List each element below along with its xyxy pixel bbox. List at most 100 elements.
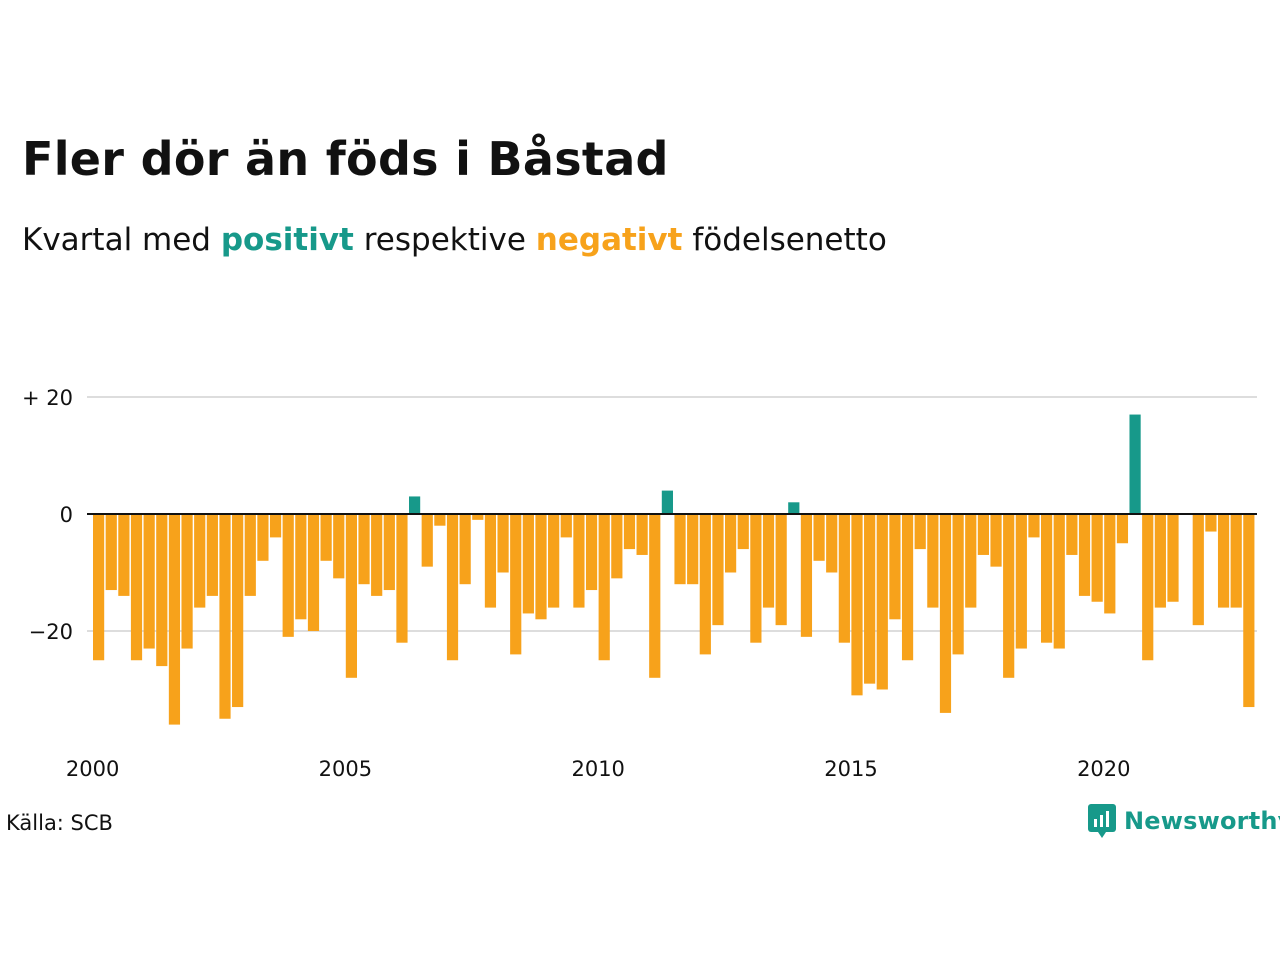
bar-negative [813, 514, 825, 561]
bar-negative [1243, 514, 1255, 708]
bar-negative [611, 514, 623, 579]
bar-negative [118, 514, 130, 596]
bar-negative [1167, 514, 1179, 602]
bar-negative [560, 514, 572, 538]
bar-negative [1053, 514, 1065, 649]
bar-negative [585, 514, 598, 591]
bar-negative [484, 514, 497, 608]
subtitle-text-middle: respektive [353, 222, 536, 258]
chart-title: Fler dör än föds i Båstad [22, 132, 669, 186]
bar-negative [383, 514, 395, 591]
subtitle-positive-word: positivt [220, 222, 354, 258]
bar-negative [105, 514, 117, 591]
bar-negative [535, 514, 547, 620]
subtitle-text-after: födelsenetto [682, 222, 887, 258]
bar-negative [1205, 514, 1217, 532]
bar-negative [168, 514, 181, 725]
bar-negative [1217, 514, 1230, 608]
bar-negative [1066, 514, 1078, 555]
bar-negative [497, 514, 509, 573]
bar-negative [269, 514, 282, 538]
bar-negative [548, 514, 560, 608]
y-axis-labels: + 20 0 −20 [22, 386, 73, 644]
bar-negative [674, 514, 686, 585]
bar-negative [1104, 514, 1116, 614]
bars [93, 414, 1255, 725]
x-tick-label: 2015 [824, 757, 877, 781]
bar-negative [914, 514, 926, 550]
newsworthy-logo-text: Newsworthy [1124, 807, 1280, 835]
bar-negative [93, 514, 105, 661]
bar-negative [371, 514, 383, 596]
bar-negative [472, 514, 484, 520]
bar-negative [762, 514, 775, 608]
bar-negative [510, 514, 522, 655]
bar-negative [737, 514, 749, 550]
bar-negative [206, 514, 218, 596]
bar-negative [876, 514, 888, 690]
bar-negative [699, 514, 711, 655]
chart-subtitle: Kvartal med positivt respektive negativt… [22, 222, 887, 258]
bar-negative [712, 514, 724, 626]
y-tick-label: −20 [29, 620, 73, 644]
bar-negative [143, 514, 155, 649]
bar-negative [851, 514, 863, 696]
bar-negative [434, 514, 446, 526]
bar-negative [1230, 514, 1242, 608]
bar-negative [990, 514, 1002, 567]
subtitle-negative-word: negativt [535, 222, 683, 258]
bar-negative [826, 514, 838, 573]
bar-negative [295, 514, 307, 620]
bar-negative [282, 514, 294, 637]
bar-negative [181, 514, 193, 649]
bar-negative [775, 514, 787, 626]
bar-negative [939, 514, 952, 713]
source-note: Källa: SCB [6, 811, 113, 835]
bar-positive [788, 502, 800, 514]
bar-negative [522, 514, 534, 614]
bar-negative [333, 514, 345, 579]
bar-negative [459, 514, 471, 585]
y-tick-label: + 20 [22, 386, 73, 410]
y-tick-label: 0 [60, 503, 73, 527]
newsworthy-logo: Newsworthy [1088, 804, 1280, 838]
x-tick-label: 2000 [66, 757, 119, 781]
x-tick-label: 2005 [319, 757, 372, 781]
bar-negative [864, 514, 876, 684]
bar-negative [889, 514, 901, 620]
bar-negative [927, 514, 939, 608]
x-tick-label: 2010 [571, 757, 624, 781]
bar-negative [901, 514, 914, 661]
bar-negative [800, 514, 813, 637]
bar-negative [421, 514, 433, 567]
bar-negative [1091, 514, 1103, 602]
bar-negative [1154, 514, 1166, 608]
bar-negative [358, 514, 370, 585]
newsworthy-logo-icon [1088, 804, 1116, 838]
bar-negative [446, 514, 459, 661]
bar-negative [573, 514, 585, 608]
bar-negative [598, 514, 610, 661]
bar-negative [257, 514, 269, 561]
bar-negative [320, 514, 332, 561]
bar-negative [1041, 514, 1053, 643]
bar-negative [965, 514, 977, 608]
bar-negative [750, 514, 762, 643]
bar-negative [649, 514, 661, 678]
bar-negative [130, 514, 143, 661]
bar-negative [396, 514, 408, 643]
bar-positive [661, 490, 673, 514]
bar-negative [1142, 514, 1154, 661]
bar-negative [194, 514, 206, 608]
bar-negative [156, 514, 168, 667]
x-axis-labels: 2000 2005 2010 2015 2020 [66, 757, 1131, 781]
bar-negative [623, 514, 636, 550]
bar-positive [1129, 414, 1141, 514]
bar-chart: + 20 0 −20 2000 2005 2010 2015 2020 [22, 386, 1257, 781]
bar-negative [977, 514, 989, 555]
bar-negative [687, 514, 699, 585]
bar-negative [1116, 514, 1129, 544]
bar-negative [725, 514, 737, 573]
bar-positive [409, 496, 421, 514]
bar-negative [636, 514, 648, 555]
